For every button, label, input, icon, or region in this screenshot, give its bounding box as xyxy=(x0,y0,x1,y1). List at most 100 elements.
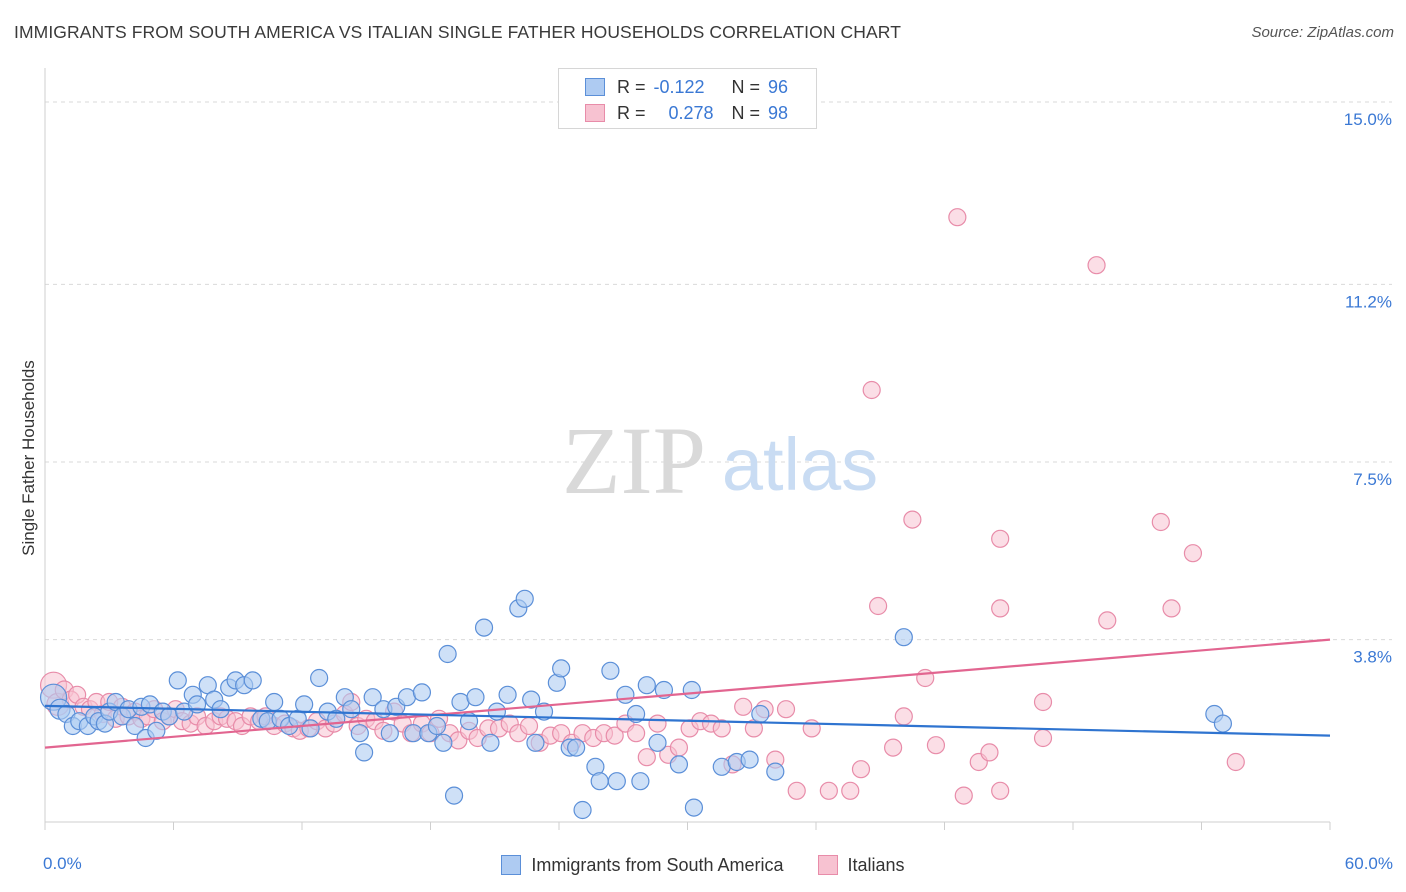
legend-swatch-blue xyxy=(585,78,605,96)
y-tick-label: 11.2% xyxy=(1345,292,1392,311)
point-italians xyxy=(626,724,646,743)
point-italians xyxy=(991,599,1010,618)
point-italians xyxy=(1226,752,1245,772)
point-immigrants xyxy=(637,676,656,695)
point-immigrants xyxy=(498,685,517,704)
point-immigrants xyxy=(669,755,689,774)
legend-row-immigrants: R = -0.122 N = 96 xyxy=(585,75,788,99)
x-tick-label-max: 60.0% xyxy=(1345,854,1393,873)
correlation-legend: R = -0.122 N = 96 R = 0.278 N = 98 xyxy=(558,68,817,129)
point-immigrants xyxy=(751,704,770,724)
point-immigrants xyxy=(427,716,447,736)
trend-line-immigrants xyxy=(44,704,1331,737)
point-italians xyxy=(519,716,539,736)
point-italians xyxy=(948,208,967,227)
point-italians xyxy=(1151,512,1170,532)
point-immigrants xyxy=(573,800,592,820)
legend-label-italians: Italians xyxy=(847,854,905,875)
point-italians xyxy=(669,738,689,757)
point-immigrants xyxy=(590,772,609,791)
y-tick-label: 7.5% xyxy=(1353,470,1392,489)
point-italians xyxy=(862,380,881,400)
point-italians xyxy=(883,738,903,757)
point-italians xyxy=(869,596,888,616)
point-immigrants xyxy=(342,700,361,719)
point-immigrants xyxy=(412,683,432,702)
point-italians xyxy=(1183,544,1203,563)
point-italians xyxy=(776,700,796,719)
point-immigrants xyxy=(295,695,314,714)
trend-line-italians xyxy=(44,638,1331,749)
point-immigrants xyxy=(310,668,329,688)
legend-n-value: 96 xyxy=(768,76,789,97)
point-immigrants xyxy=(265,692,284,712)
legend-row-italians: R = 0.278 N = 98 xyxy=(585,101,788,125)
point-immigrants xyxy=(567,738,586,757)
point-immigrants xyxy=(168,671,187,690)
point-immigrants xyxy=(160,707,179,726)
point-italians xyxy=(1033,692,1053,712)
legend-swatch-blue xyxy=(501,855,522,875)
legend-r-value: -0.122 xyxy=(653,76,705,97)
point-italians xyxy=(954,786,973,805)
point-italians xyxy=(991,781,1010,800)
point-italians xyxy=(648,714,667,733)
series-immigrants-south-america xyxy=(39,589,1233,820)
legend-label-immigrants: Immigrants from South America xyxy=(531,854,784,875)
gridlines xyxy=(45,101,1392,641)
point-immigrants xyxy=(515,589,534,608)
point-italians xyxy=(605,726,624,745)
source-label: Source: ZipAtlas.com xyxy=(1251,24,1394,41)
point-italians xyxy=(787,781,806,800)
point-immigrants xyxy=(682,680,701,700)
point-immigrants xyxy=(363,688,382,707)
point-immigrants xyxy=(740,750,759,769)
y-tick-label: 15.0% xyxy=(1344,110,1392,129)
point-italians xyxy=(1098,611,1117,630)
legend-n-value: 98 xyxy=(768,102,789,123)
point-immigrants xyxy=(607,772,626,791)
point-immigrants xyxy=(631,772,650,791)
point-italians xyxy=(1162,599,1181,618)
point-italians xyxy=(926,736,946,755)
point-italians xyxy=(991,529,1010,548)
x-tick-label-min: 0.0% xyxy=(43,854,82,873)
legend-n-label: N = xyxy=(731,102,761,123)
point-immigrants xyxy=(434,733,453,752)
series-legend: Immigrants from South America Italians xyxy=(0,852,1406,878)
trend-lines xyxy=(44,638,1331,749)
point-immigrants xyxy=(380,724,399,743)
point-immigrants xyxy=(438,644,457,664)
point-immigrants xyxy=(474,618,494,637)
point-italians xyxy=(903,510,922,529)
watermark-atlas: atlas xyxy=(722,423,878,506)
point-immigrants xyxy=(684,798,704,817)
point-immigrants xyxy=(626,704,646,724)
point-immigrants xyxy=(648,733,667,752)
point-immigrants xyxy=(552,659,571,678)
point-immigrants xyxy=(397,688,417,707)
point-italians xyxy=(637,748,656,767)
point-immigrants xyxy=(350,724,369,743)
point-immigrants xyxy=(534,702,554,721)
point-italians xyxy=(734,697,753,716)
point-immigrants xyxy=(766,762,785,781)
point-immigrants xyxy=(616,685,635,704)
point-immigrants xyxy=(601,661,620,680)
tick-labels: 3.8% 7.5% 11.2% 15.0% 0.0% 60.0% xyxy=(43,110,1393,873)
legend-r-value: 0.278 xyxy=(668,102,714,123)
chart-title: IMMIGRANTS FROM SOUTH AMERICA VS ITALIAN… xyxy=(14,22,901,42)
point-italians xyxy=(1033,728,1053,748)
point-immigrants xyxy=(894,628,913,647)
watermark-zip: ZIP xyxy=(562,407,706,514)
point-italians xyxy=(851,760,871,779)
point-immigrants xyxy=(451,692,470,712)
point-italians xyxy=(819,781,838,800)
point-immigrants xyxy=(243,671,262,690)
point-immigrants xyxy=(125,716,145,736)
legend-n-label: N = xyxy=(731,76,761,97)
point-italians xyxy=(980,743,999,762)
point-immigrants xyxy=(355,743,374,762)
point-italians xyxy=(1087,256,1106,275)
